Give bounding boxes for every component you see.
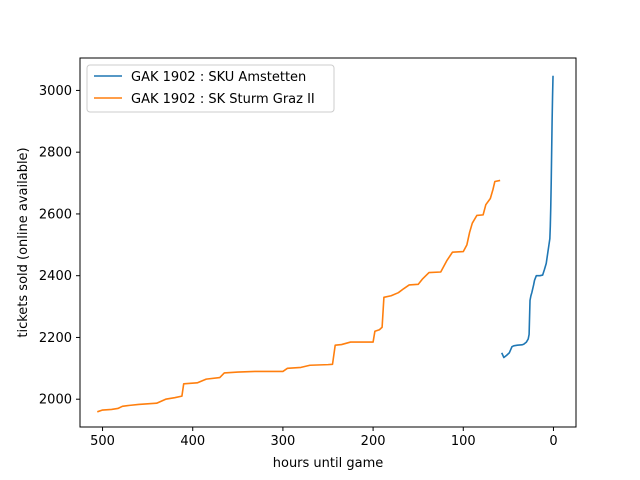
legend-label-amstetten: GAK 1902 : SKU Amstetten [131, 70, 306, 85]
x-tick-label: 200 [361, 434, 386, 449]
x-tick-label: 0 [549, 434, 557, 449]
series-line-1 [97, 179, 501, 413]
series-layer [97, 75, 554, 413]
x-axis: 500 400 300 200 100 0 [90, 427, 558, 449]
y-tick-label: 3000 [39, 84, 72, 99]
y-tick-label: 2400 [39, 269, 72, 284]
x-tick-label: 300 [270, 434, 295, 449]
x-tick-label: 400 [180, 434, 205, 449]
y-axis: 2000 2200 2400 2600 2800 3000 [39, 84, 80, 408]
x-tick-label: 100 [451, 434, 476, 449]
y-tick-label: 2200 [39, 331, 72, 346]
series-line-0 [500, 75, 554, 359]
y-axis-label: tickets sold (online available) [16, 147, 31, 337]
plot-frame [79, 57, 577, 428]
y-tick-label: 2600 [39, 207, 72, 222]
x-tick-label: 500 [90, 434, 115, 449]
legend-box [86, 64, 335, 113]
legend: GAK 1902 : SKU Amstetten GAK 1902 : SK S… [86, 64, 335, 113]
legend-label-sturm-graz-ii: GAK 1902 : SK Sturm Graz II [131, 92, 315, 107]
y-tick-label: 2800 [39, 146, 72, 161]
x-axis-label: hours until game [273, 456, 384, 471]
y-tick-label: 2000 [39, 393, 72, 408]
